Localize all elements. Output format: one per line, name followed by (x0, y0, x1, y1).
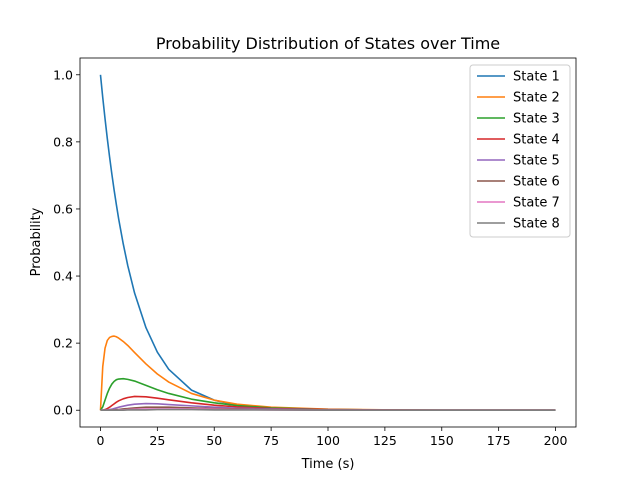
legend-label-state-7: State 7 (513, 196, 560, 211)
x-axis-label: Time (s) (301, 457, 355, 472)
chart-title: Probability Distribution of States over … (156, 34, 500, 53)
legend-label-state-1: State 1 (513, 70, 560, 85)
x-tick-label: 175 (487, 433, 511, 448)
x-tick-label: 50 (206, 433, 222, 448)
x-tick-label: 0 (97, 433, 105, 448)
legend-label-state-2: State 2 (513, 91, 560, 106)
y-axis-label: Probability (29, 207, 44, 276)
x-tick-label: 75 (263, 433, 279, 448)
y-tick-label: 1.0 (53, 67, 73, 82)
series-line-state-3 (99, 377, 556, 412)
legend-label-state-5: State 5 (513, 154, 560, 169)
series-line-state-8 (100, 408, 556, 412)
legend: State 1 State 2 State 3 State 4 State 5 State… (469, 64, 571, 238)
legend-label-state-8: State 8 (513, 217, 560, 232)
x-tick-label: 125 (373, 433, 397, 448)
x-tick-label: 100 (316, 433, 340, 448)
x-tick-label: 25 (149, 433, 165, 448)
legend-box (469, 64, 571, 238)
legend-label-state-3: State 3 (513, 112, 560, 127)
y-tick-label: 0.6 (53, 201, 73, 216)
y-tick-label: 0.0 (53, 403, 73, 418)
y-axis: 0.0 0.2 0.4 0.6 0.8 1.0 (53, 67, 80, 418)
x-tick-label: 150 (430, 433, 454, 448)
y-tick-label: 0.4 (53, 269, 73, 284)
x-tick-label: 200 (544, 433, 568, 448)
series-lines (99, 74, 556, 412)
y-tick-label: 0.8 (53, 134, 73, 149)
x-axis: 0 25 50 75 100 125 150 175 200 (97, 427, 568, 448)
y-tick-label: 0.2 (53, 336, 73, 351)
legend-label-state-4: State 4 (513, 133, 560, 148)
legend-label-state-6: State 6 (513, 175, 560, 190)
